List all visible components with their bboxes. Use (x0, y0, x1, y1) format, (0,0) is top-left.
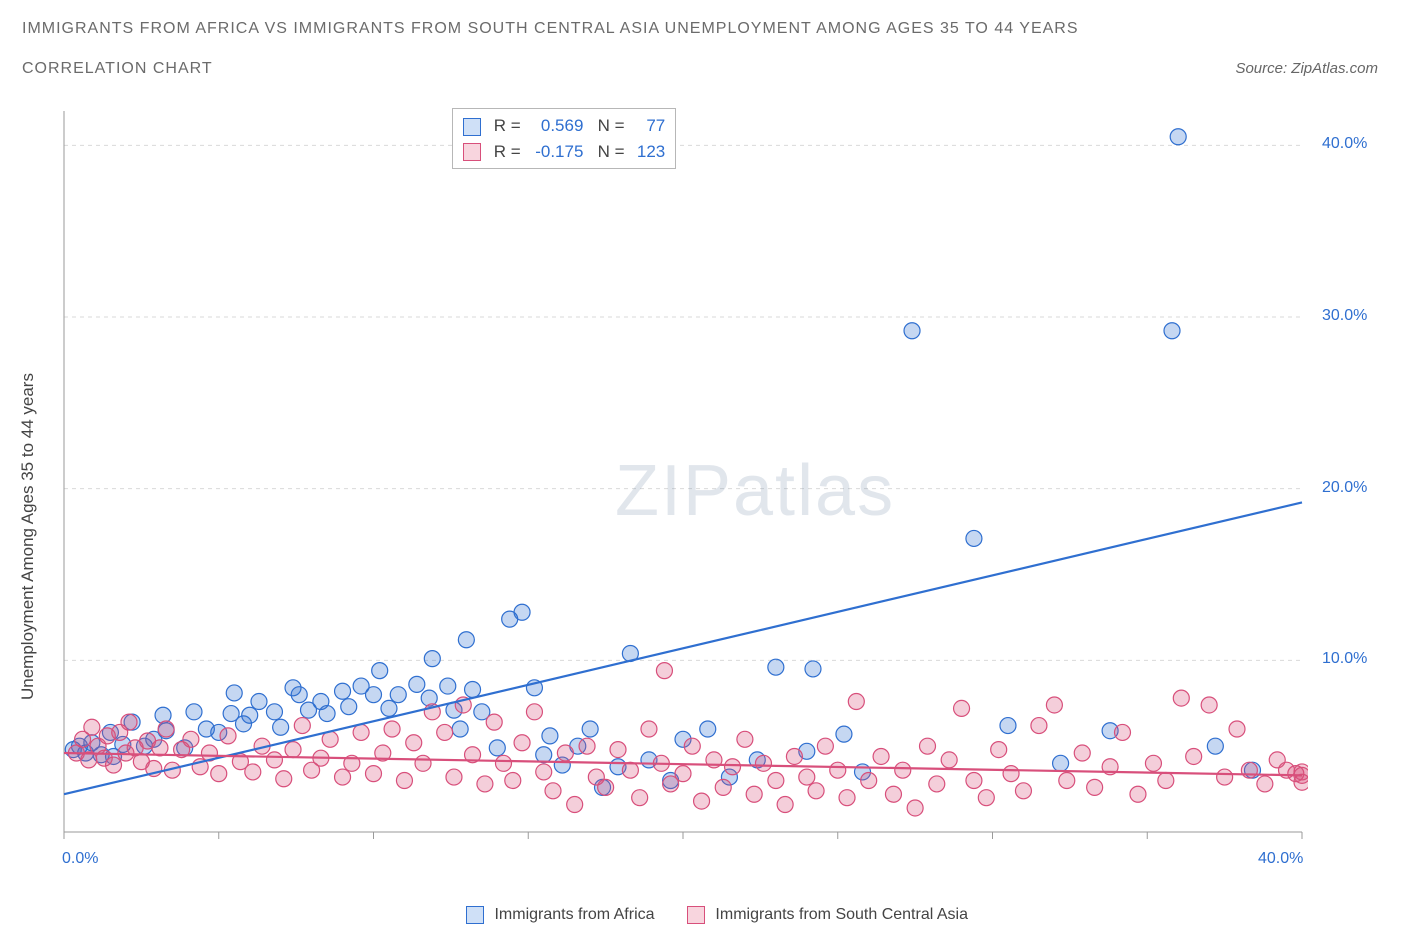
bottom-legend: Immigrants from Africa Immigrants from S… (0, 906, 1406, 924)
stats-row: R = 0.569 N = 77 (463, 113, 665, 139)
x-tick-label: 40.0% (1258, 850, 1303, 868)
scatter-plot (58, 105, 1308, 850)
stats-row: R = -0.175 N = 123 (463, 139, 665, 165)
y-axis-title: Unemployment Among Ages 35 to 44 years (18, 373, 38, 700)
legend-label-africa: Immigrants from Africa (494, 906, 654, 923)
source-attribution: Source: ZipAtlas.com (1235, 60, 1378, 77)
y-tick-label: 30.0% (1322, 307, 1367, 325)
legend-swatch-scasia (687, 906, 705, 924)
stats-swatch (463, 118, 481, 136)
chart-title-line-2: CORRELATION CHART (22, 60, 213, 78)
y-tick-label: 20.0% (1322, 479, 1367, 497)
chart-title-line-1: IMMIGRANTS FROM AFRICA VS IMMIGRANTS FRO… (22, 20, 1079, 38)
y-tick-label: 40.0% (1322, 135, 1367, 153)
stats-swatch (463, 143, 481, 161)
legend-label-scasia: Immigrants from South Central Asia (715, 906, 968, 923)
legend-swatch-africa (466, 906, 484, 924)
y-tick-label: 10.0% (1322, 650, 1367, 668)
x-tick-label: 0.0% (62, 850, 98, 868)
correlation-stats-box: R = 0.569 N = 77 R = -0.175 N = 123 (452, 108, 676, 169)
